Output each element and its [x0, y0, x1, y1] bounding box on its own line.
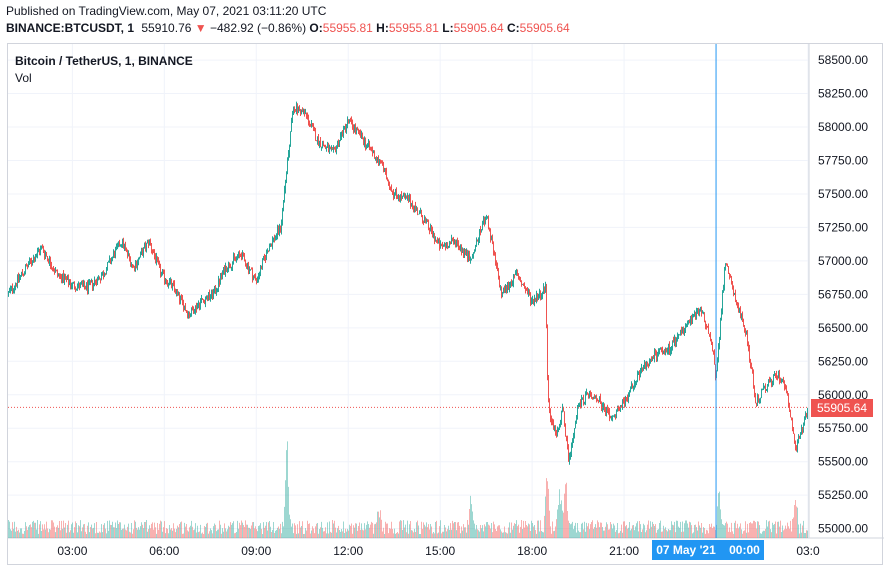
x-tick-label: 03:0: [796, 544, 820, 558]
y-tick-label: 56250.00: [818, 354, 868, 368]
last-price-tag: 55905.64: [811, 399, 873, 417]
y-tick-label: 55000.00: [818, 522, 868, 536]
y-tick-label: 57250.00: [818, 220, 868, 234]
high-value: 55955.81: [388, 21, 439, 35]
low-label: L:: [442, 21, 454, 35]
crosshair-time-label: 07 May '21 00:00: [652, 540, 764, 560]
change-value: −482.92 (−0.86%): [210, 21, 307, 35]
x-tick-label: 18:00: [517, 544, 547, 558]
last-price: 55910.76: [141, 21, 192, 35]
y-tick-label: 58250.00: [818, 87, 868, 101]
x-tick-label: 03:00: [57, 544, 87, 558]
down-arrow-icon: ▼: [194, 21, 207, 35]
low-value: 55905.64: [453, 21, 504, 35]
y-tick-label: 55500.00: [818, 455, 868, 469]
y-tick-label: 56750.00: [818, 287, 868, 301]
legend-title: Bitcoin / TetherUS, 1, BINANCE: [15, 54, 193, 68]
y-tick-label: 58500.00: [818, 53, 868, 67]
x-tick-label: 15:00: [425, 544, 455, 558]
high-label: H:: [376, 21, 389, 35]
y-tick-label: 56500.00: [818, 321, 868, 335]
y-tick-label: 55250.00: [818, 488, 868, 502]
ohlc-bar: BINANCE:BTCUSDT, 1 55910.76 ▼ −482.92 (−…: [6, 21, 570, 35]
symbol-label: BINANCE:BTCUSDT, 1: [6, 21, 135, 35]
x-tick-label: 06:00: [149, 544, 179, 558]
x-tick-label: 12:00: [333, 544, 363, 558]
open-label: O:: [309, 21, 323, 35]
chart-frame: [7, 43, 883, 565]
legend-volume: Vol: [15, 71, 32, 85]
published-caption: Published on TradingView.com, May 07, 20…: [6, 4, 327, 18]
open-value: 55955.81: [322, 21, 373, 35]
close-label: C:: [506, 21, 520, 35]
y-tick-label: 55750.00: [818, 421, 868, 435]
y-tick-label: 57750.00: [818, 153, 868, 167]
x-tick-label: 09:00: [241, 544, 271, 558]
y-tick-label: 57500.00: [818, 187, 868, 201]
y-tick-label: 56000.00: [818, 388, 868, 402]
x-tick-label: 21:00: [609, 544, 639, 558]
y-tick-label: 57000.00: [818, 254, 868, 268]
close-value: 55905.64: [519, 21, 570, 35]
y-tick-label: 58000.00: [818, 120, 868, 134]
